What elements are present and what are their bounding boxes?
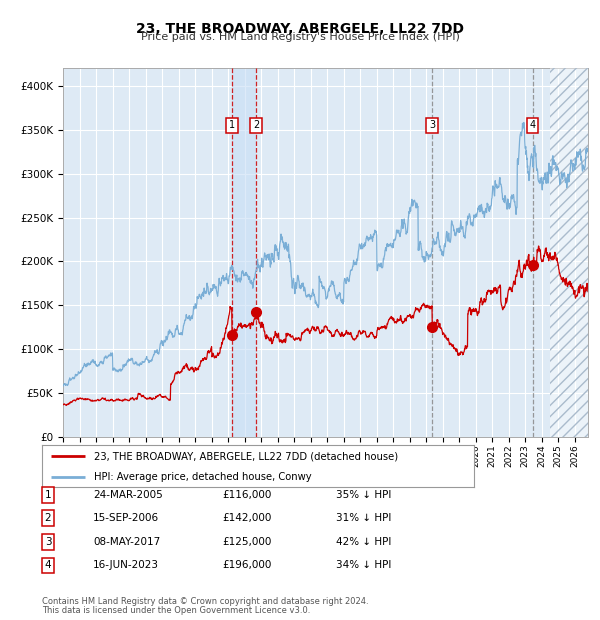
Text: 34% ↓ HPI: 34% ↓ HPI — [336, 560, 391, 570]
Text: 2: 2 — [44, 513, 52, 523]
Text: 4: 4 — [530, 120, 536, 130]
Text: 23, THE BROADWAY, ABERGELE, LL22 7DD (detached house): 23, THE BROADWAY, ABERGELE, LL22 7DD (de… — [94, 451, 398, 461]
Text: 4: 4 — [44, 560, 52, 570]
Text: 42% ↓ HPI: 42% ↓ HPI — [336, 537, 391, 547]
Text: 23, THE BROADWAY, ABERGELE, LL22 7DD: 23, THE BROADWAY, ABERGELE, LL22 7DD — [136, 22, 464, 36]
Bar — [550, 68, 588, 437]
Text: 24-MAR-2005: 24-MAR-2005 — [93, 490, 163, 500]
Text: £125,000: £125,000 — [222, 537, 271, 547]
Text: 31% ↓ HPI: 31% ↓ HPI — [336, 513, 391, 523]
Text: 1: 1 — [229, 120, 235, 130]
Text: 15-SEP-2006: 15-SEP-2006 — [93, 513, 159, 523]
Text: Contains HM Land Registry data © Crown copyright and database right 2024.: Contains HM Land Registry data © Crown c… — [42, 597, 368, 606]
Bar — [232, 68, 256, 437]
Bar — [550, 68, 588, 437]
Text: 3: 3 — [44, 537, 52, 547]
Text: 3: 3 — [429, 120, 435, 130]
Text: 08-MAY-2017: 08-MAY-2017 — [93, 537, 160, 547]
Text: £116,000: £116,000 — [222, 490, 271, 500]
Text: 1: 1 — [44, 490, 52, 500]
Text: £196,000: £196,000 — [222, 560, 271, 570]
Text: 2: 2 — [253, 120, 259, 130]
Text: 16-JUN-2023: 16-JUN-2023 — [93, 560, 159, 570]
Text: This data is licensed under the Open Government Licence v3.0.: This data is licensed under the Open Gov… — [42, 606, 310, 615]
Text: £142,000: £142,000 — [222, 513, 271, 523]
Text: 35% ↓ HPI: 35% ↓ HPI — [336, 490, 391, 500]
Text: HPI: Average price, detached house, Conwy: HPI: Average price, detached house, Conw… — [94, 472, 311, 482]
Text: Price paid vs. HM Land Registry's House Price Index (HPI): Price paid vs. HM Land Registry's House … — [140, 32, 460, 42]
